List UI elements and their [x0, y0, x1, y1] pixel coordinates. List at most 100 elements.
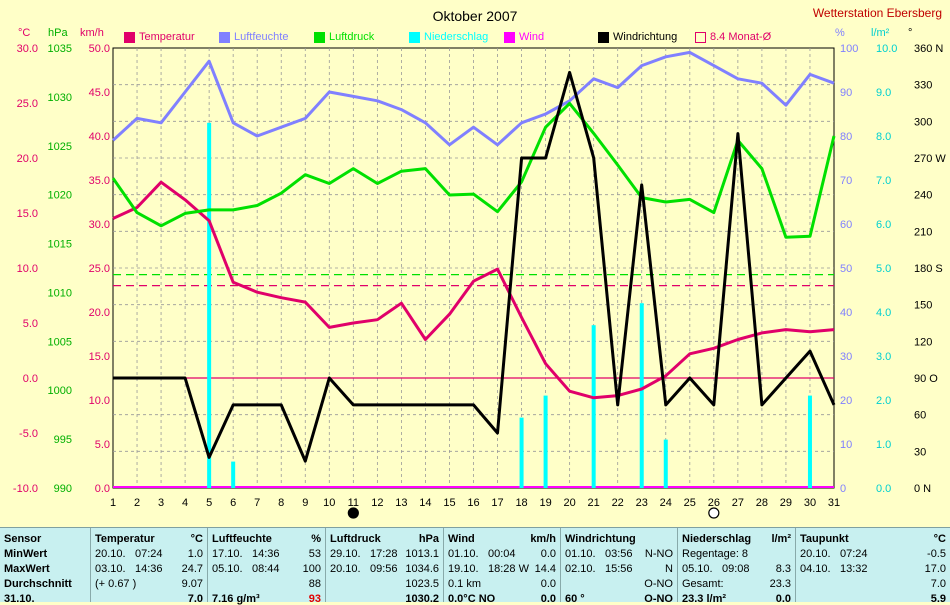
- cell-value: 93: [308, 593, 321, 605]
- tick-label: 40.0: [89, 131, 110, 143]
- legend-item: Temperatur: [124, 31, 195, 43]
- cell-value: 0.0: [540, 593, 556, 605]
- cell-date: 60 °: [565, 593, 585, 605]
- tick-label: 1035: [48, 43, 72, 55]
- x-tick-label: 16: [467, 497, 479, 509]
- x-tick-label: 8: [278, 497, 284, 509]
- tick-label: 5.0: [23, 318, 38, 330]
- tick-label: 40: [840, 307, 852, 319]
- legend-label: Luftdruck: [329, 31, 375, 43]
- tick-label: 1030: [48, 92, 72, 104]
- column-unit: °C: [190, 533, 203, 545]
- x-tick-label: 12: [371, 497, 383, 509]
- legend-label: Niederschlag: [424, 31, 489, 43]
- legend-label: Luftfeuchte: [234, 31, 289, 43]
- x-tick-label: 3: [158, 497, 164, 509]
- cell-date: 05.10.: [682, 563, 713, 575]
- rain-bar: [807, 395, 812, 488]
- cell-value: 5.9: [930, 593, 946, 605]
- x-tick-label: 10: [323, 497, 335, 509]
- cell-value: 23.3: [769, 578, 791, 590]
- cell-value: 0.0: [540, 548, 556, 560]
- tick-label: 30.0: [89, 219, 110, 231]
- x-tick-label: 23: [636, 497, 648, 509]
- tick-label: 100: [840, 43, 858, 55]
- cell-time: 13:32: [840, 563, 868, 575]
- series-lines: [111, 50, 836, 463]
- cell-value: O-NO: [644, 593, 673, 605]
- tick-label: 25.0: [17, 98, 38, 110]
- cell-time: 00:04: [488, 548, 516, 560]
- tick-label: 15.0: [89, 351, 110, 363]
- tick-label: 80: [840, 131, 852, 143]
- tick-label: 1005: [48, 336, 72, 348]
- cell-date: 19.10.: [448, 563, 479, 575]
- axis-unit: °C: [18, 27, 30, 39]
- tick-label: 30.0: [17, 43, 38, 55]
- stat-column: Niederschlag l/m² Regentage: 8 05.10. 09:08 8…: [677, 528, 795, 605]
- legend-swatch: [219, 31, 230, 43]
- rain-bar: [543, 395, 548, 488]
- cell-value: 1.0: [187, 548, 203, 560]
- legend-swatch: [695, 31, 706, 43]
- tick-label: 90 O: [914, 373, 938, 385]
- x-tick-label: 26: [708, 497, 720, 509]
- cell-value: 7.0: [187, 593, 203, 605]
- rain-bar: [207, 122, 212, 489]
- cell-value: 24.7: [181, 563, 203, 575]
- tick-label: 1025: [48, 141, 72, 153]
- stat-column: Luftfeuchte% 17.10. 14:36 53 05.10. 08:44 100 8…: [207, 528, 325, 605]
- cell-date: 03.10.: [95, 563, 126, 575]
- cell-time: 07:24: [135, 548, 163, 560]
- legend-swatch: [598, 31, 609, 43]
- tick-label: 300: [914, 116, 932, 128]
- cell-value: N-NO: [644, 548, 673, 560]
- cell-value: 1030.2: [405, 593, 439, 605]
- chart-title: Oktober 2007: [432, 8, 518, 24]
- tick-label: 20.0: [17, 153, 38, 165]
- tick-label: 2.0: [876, 395, 891, 407]
- x-tick-label: 11: [348, 497, 359, 509]
- x-tick-label: 21: [588, 497, 600, 509]
- row-label: MinWert: [4, 548, 48, 560]
- tick-label: 120: [914, 336, 932, 348]
- x-tick-label: 9: [302, 497, 308, 509]
- cell-value: O-NO: [644, 578, 673, 590]
- x-tick-label: 14: [419, 497, 431, 509]
- new-moon-icon: [347, 507, 359, 519]
- cell-date: 0.0°C NO: [448, 593, 496, 605]
- cell-value: 0.0: [775, 593, 791, 605]
- tick-label: 240: [914, 190, 932, 202]
- tick-label: 330: [914, 80, 932, 92]
- legend-swatch: [504, 31, 515, 43]
- axis-unit: km/h: [80, 27, 104, 39]
- x-tick-label: 27: [732, 497, 744, 509]
- cell-value: 88: [308, 578, 321, 590]
- cell-date: 0.1 km: [448, 578, 482, 590]
- tick-label: 50.0: [89, 43, 110, 55]
- tick-label: 7.0: [876, 175, 891, 187]
- x-tick-label: 20: [564, 497, 576, 509]
- tick-label: 45.0: [89, 87, 110, 99]
- row-label: Durchschnitt: [4, 578, 72, 590]
- tick-label: 10.0: [89, 395, 110, 407]
- series-line-windrichtung: [113, 70, 836, 463]
- cell-value: N: [665, 563, 673, 575]
- cell-date: 05.10.: [212, 563, 243, 575]
- tick-label: 10.0: [876, 43, 897, 55]
- axis-labels: 30.025.020.015.010.05.00.0-5.0-10.010351…: [13, 27, 946, 509]
- axis-unit: l/m²: [871, 27, 890, 39]
- cell-value: 9.07: [181, 578, 203, 590]
- tick-label: 60: [840, 219, 852, 231]
- cell-date: 23.3 l/m²: [682, 593, 727, 605]
- cell-date: 01.10.: [448, 548, 479, 560]
- cell-time: 18:28 W: [488, 563, 529, 575]
- column-title: Taupunkt: [800, 533, 849, 545]
- legend-label: Windrichtung: [613, 31, 678, 43]
- series-line-luftfeuchte: [111, 50, 835, 147]
- legend-swatch: [314, 31, 325, 43]
- legend-label: Temperatur: [139, 31, 195, 43]
- x-tick-label: 30: [804, 497, 816, 509]
- tick-label: 990: [54, 483, 72, 495]
- cell-value: 14.4: [534, 563, 556, 575]
